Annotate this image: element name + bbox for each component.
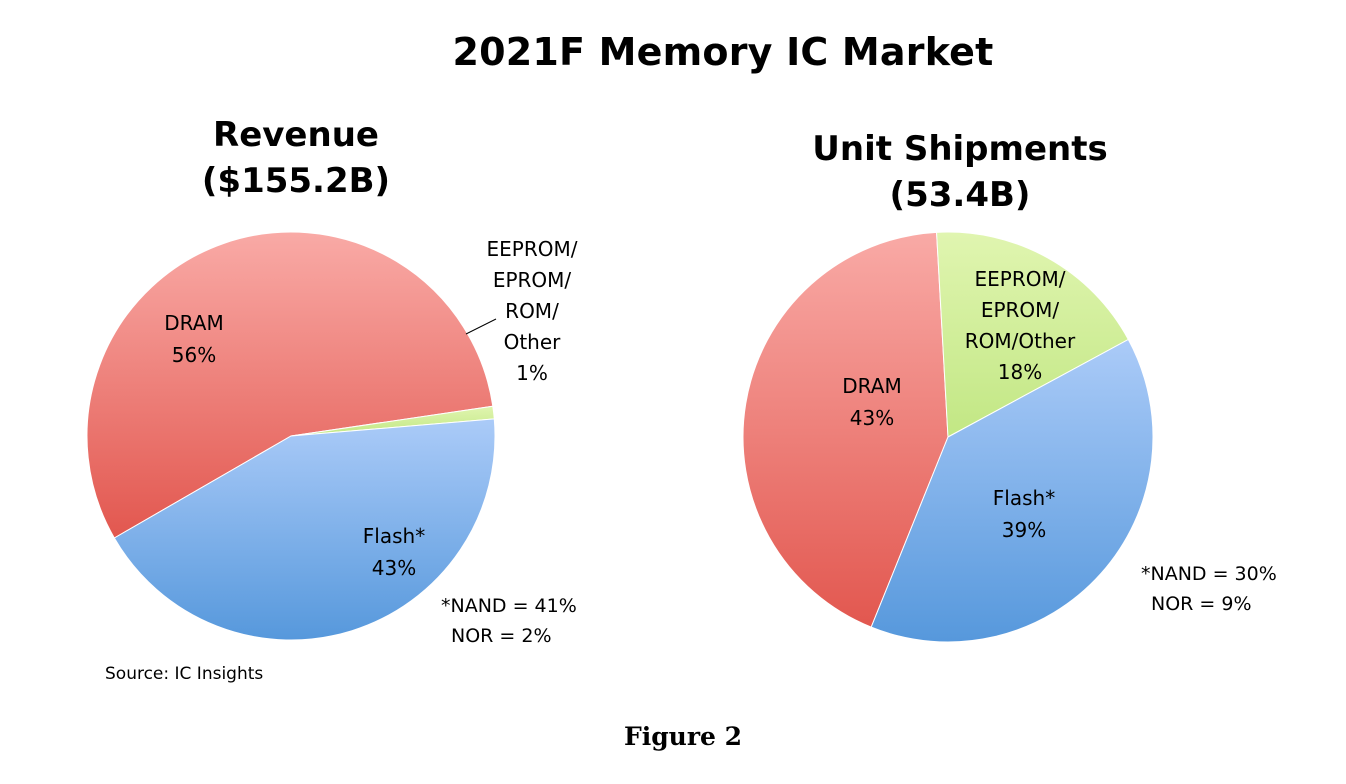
- revenue-footnote: *NAND = 41% NOR = 2%: [441, 591, 577, 651]
- revenue-label-dram: DRAM 56%: [164, 311, 223, 367]
- unit-label-dram-line: 43%: [850, 406, 894, 430]
- revenue-note-nand: *NAND = 41%: [441, 595, 577, 617]
- revenue-slice-dram: [86, 231, 494, 539]
- unit-slice-other: [936, 231, 1130, 438]
- unit-label-dram: DRAM 43%: [842, 374, 901, 430]
- unit-label-flash-line: Flash*: [993, 486, 1055, 510]
- revenue-pie-title: Revenue ($155.2B): [146, 112, 446, 204]
- unit-title-line2: (53.4B): [889, 175, 1031, 215]
- revenue-label-other: EEPROM/EPROM/ROM/Other 1%: [487, 237, 578, 385]
- revenue-label-other-line: Other: [504, 330, 562, 354]
- unit-label-flash: Flash* 39%: [993, 486, 1055, 542]
- unit-slice-flash: [870, 338, 1154, 643]
- revenue-label-flash-line: 43%: [372, 556, 416, 580]
- unit-label-other-line: EPROM/: [981, 298, 1060, 322]
- unit-pie-title: Unit Shipments (53.4B): [770, 126, 1150, 218]
- unit-shipments-pie: DRAM 43% EEPROM/EPROM/ROM/Other 18% Flash* 39…: [742, 231, 1154, 643]
- revenue-label-other-line: ROM/: [505, 299, 559, 323]
- unit-label-other-line: EEPROM/: [975, 267, 1066, 291]
- revenue-label-other-line: EPROM/: [493, 268, 572, 292]
- unit-label-other-line: 18%: [998, 360, 1042, 384]
- unit-label-flash-line: 39%: [1002, 518, 1046, 542]
- revenue-note-nor: NOR = 2%: [451, 625, 552, 647]
- revenue-label-flash: Flash* 43%: [363, 524, 425, 580]
- unit-footnote: *NAND = 30% NOR = 9%: [1141, 559, 1277, 619]
- revenue-label-dram-line: DRAM: [164, 311, 223, 335]
- revenue-leader-line: [465, 318, 497, 335]
- revenue-title-line1: Revenue: [213, 115, 379, 155]
- revenue-label-dram-line: 56%: [172, 343, 216, 367]
- figure-caption: Figure 2: [623, 722, 743, 751]
- unit-label-dram-line: DRAM: [842, 374, 901, 398]
- unit-title-line1: Unit Shipments: [812, 129, 1108, 169]
- revenue-pie: DRAM 56% EEPROM/EPROM/ROM/Other 1% Flash* 43%: [86, 231, 578, 641]
- chart-title: 2021F Memory IC Market: [452, 30, 994, 74]
- revenue-label-other-line: 1%: [516, 361, 548, 385]
- unit-note-nor: NOR = 9%: [1151, 593, 1252, 615]
- revenue-label-flash-line: Flash*: [363, 524, 425, 548]
- unit-label-other-line: ROM/Other: [965, 329, 1076, 353]
- unit-slice-dram: [742, 231, 949, 628]
- revenue-title-line2: ($155.2B): [201, 161, 391, 201]
- unit-label-other: EEPROM/EPROM/ROM/Other 18%: [965, 267, 1076, 384]
- source-note: Source: IC Insights: [105, 664, 264, 684]
- unit-note-nand: *NAND = 30%: [1141, 563, 1277, 585]
- revenue-label-other-line: EEPROM/: [487, 237, 578, 261]
- revenue-slice-flash: [113, 418, 496, 641]
